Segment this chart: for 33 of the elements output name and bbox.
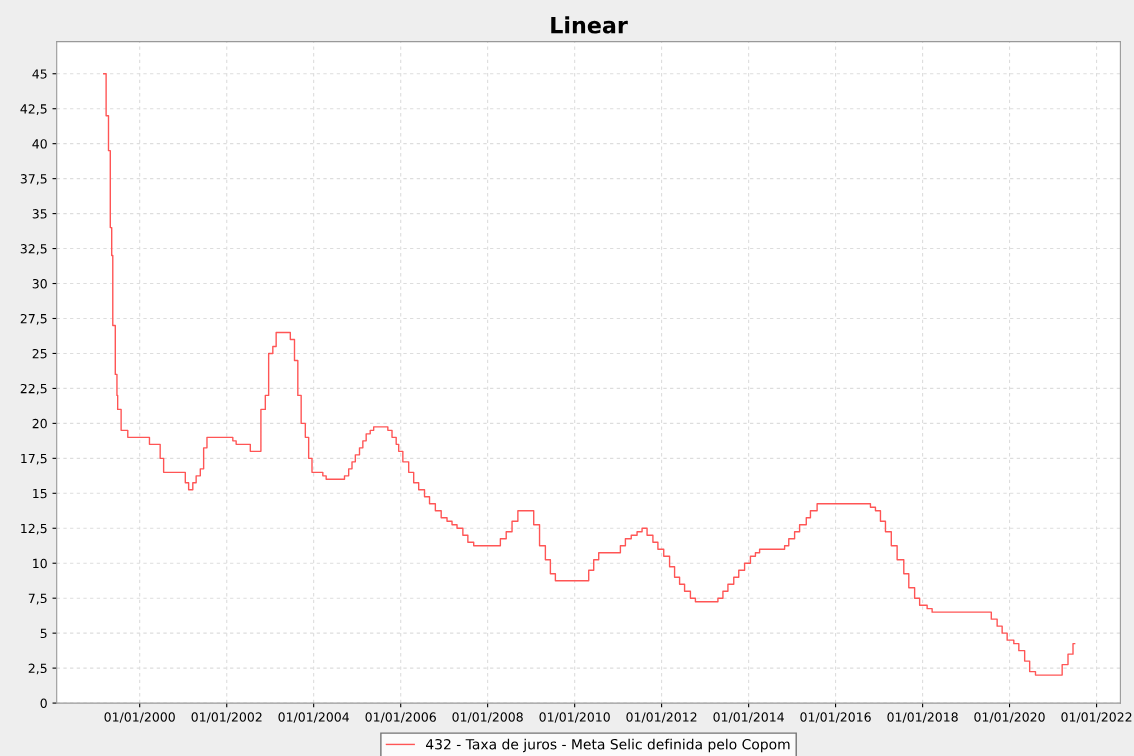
y-tick-label: 7,5 [28, 593, 47, 605]
y-tick-label: 5 [40, 628, 47, 639]
y-tick-label: 27,5 [20, 313, 47, 325]
y-tick-label: 20 [32, 418, 47, 429]
chart-title: Linear [551, 16, 628, 34]
y-tick-label: 42,5 [20, 104, 47, 115]
x-tick-label: 01/01/2006 [365, 712, 436, 723]
legend-label: 432 - Taxa de juros - Meta Selic definida pelo Copom [426, 738, 790, 753]
x-tick-label: 01/01/2008 [452, 712, 523, 723]
y-tick-label: 25 [32, 348, 47, 359]
y-tick-label: 45 [32, 69, 47, 79]
x-tick-label: 01/01/2016 [800, 712, 871, 723]
y-tick-label: 30 [32, 279, 47, 289]
y-tick-label: 17,5 [21, 453, 47, 465]
x-tick-label: 01/01/2018 [887, 712, 958, 723]
x-tick-label: 01/01/2012 [626, 712, 697, 723]
y-tick-label: 10 [33, 558, 47, 569]
y-tick-label: 2,5 [28, 663, 47, 675]
y-tick-label: 15 [33, 488, 47, 499]
x-tick-label: 01/01/2010 [539, 712, 610, 723]
x-tick-label: 01/01/2014 [713, 712, 784, 723]
y-tick-label: 12,5 [21, 523, 47, 535]
y-tick-label: 0 [40, 698, 47, 709]
x-tick-label: 01/01/2022 [1061, 712, 1132, 723]
y-tick-label: 32,5 [20, 244, 47, 255]
x-tick-label: 01/01/2000 [104, 712, 175, 723]
x-tick-label: 01/01/2002 [191, 712, 262, 723]
y-tick-label: 35 [32, 209, 47, 219]
y-tick-label: 37,5 [20, 174, 47, 185]
y-tick-label: 40 [32, 139, 47, 149]
x-tick-label: 01/01/2004 [278, 712, 349, 723]
x-tick-label: 01/01/2020 [974, 712, 1045, 723]
y-tick-label: 22,5 [20, 383, 47, 395]
